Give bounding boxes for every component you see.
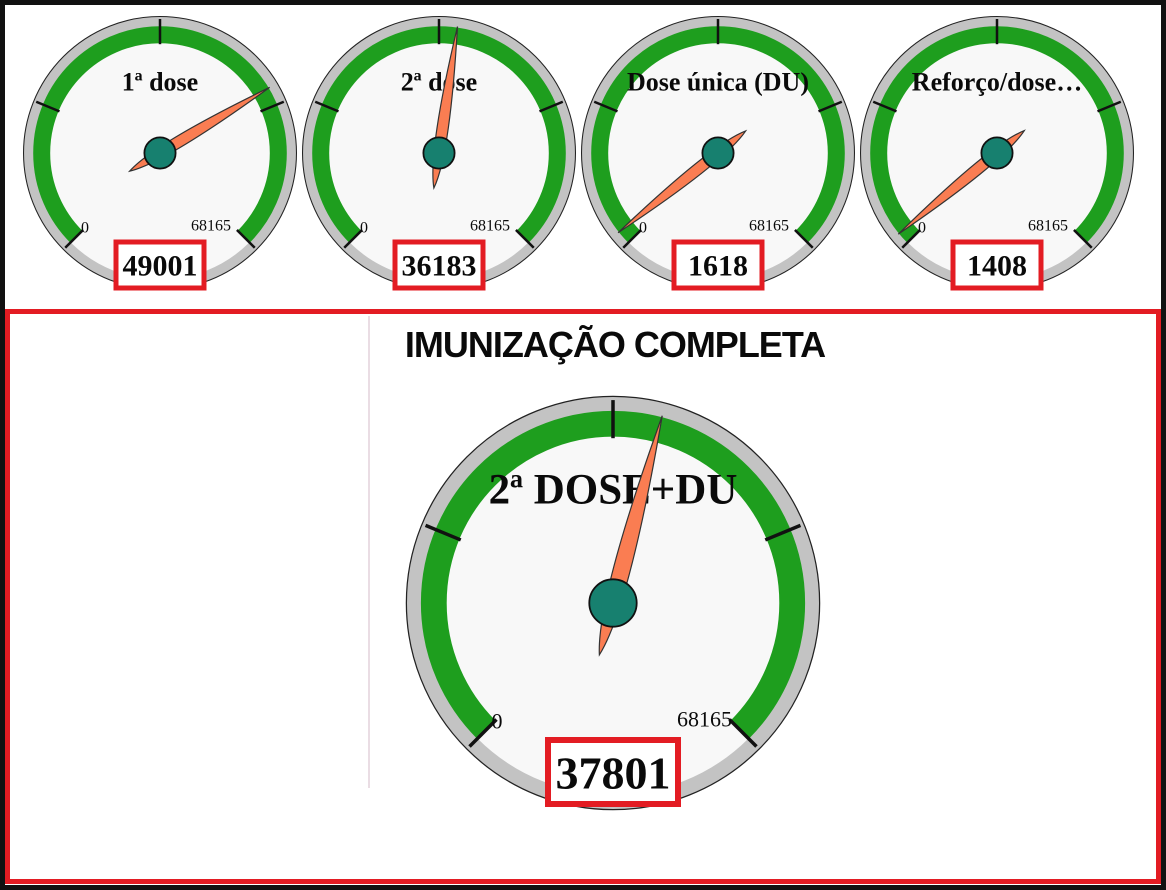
gauge-value: 49001 <box>123 250 198 283</box>
gauge-tick <box>818 100 843 113</box>
gauge-reforco-dose[interactable]: Reforço/dose… 0 68165 1408 <box>857 13 1137 305</box>
gauge-2a-dose[interactable]: 2ª dose 0 68165 36183 <box>299 13 579 305</box>
gauge-min-label: 0 <box>639 220 647 237</box>
gauge-value-box <box>671 239 765 291</box>
gauge-max-label: 68165 <box>191 218 231 235</box>
gauge-tick <box>622 229 642 249</box>
gauge-value-box <box>113 239 207 291</box>
gauge-tick <box>35 100 60 113</box>
gauge-title: 2ª DOSE+DU <box>489 467 738 514</box>
gauge-2a-dose-du[interactable]: 2ª DOSE+DU 0 68165 37801 <box>403 393 823 825</box>
gauge-svg: Dose única (DU) 0 68165 1618 <box>581 16 855 291</box>
gauge-max-label: 68165 <box>749 218 789 235</box>
gauge-value: 37801 <box>556 748 671 799</box>
panel-title: IMUNIZAÇÃO COMPLETA <box>404 324 826 365</box>
gauge-tick <box>424 523 462 542</box>
gauge-tick <box>1097 100 1122 113</box>
gauge-tick <box>764 523 802 542</box>
gauge-1a-dose[interactable]: 1ª dose 0 68165 49001 <box>20 13 300 305</box>
gauge-title: Dose única (DU) <box>627 68 809 97</box>
gauge-hub <box>588 578 638 628</box>
gauge-hub <box>422 136 456 170</box>
gauge-title: 2ª dose <box>401 68 477 97</box>
gauge-value: 36183 <box>402 250 477 283</box>
imunizacao-completa-panel: IMUNIZAÇÃO COMPLETA 2ª DOSE+DU 0 68165 3… <box>5 309 1161 884</box>
gauge-tick <box>468 718 498 748</box>
gauge-svg: 1ª dose 0 68165 49001 <box>23 16 297 291</box>
gauge-hub <box>980 136 1014 170</box>
gauge-tick <box>260 100 285 113</box>
gauge-svg: 2ª DOSE+DU 0 68165 37801 <box>405 395 821 811</box>
gauge-min-label: 0 <box>360 220 368 237</box>
gauge-hub <box>701 136 735 170</box>
gauge-max-label: 68165 <box>1028 218 1068 235</box>
gauge-max-label: 68165 <box>677 707 732 732</box>
gauge-tick <box>314 100 339 113</box>
gauge-value-box <box>545 737 681 807</box>
gauge-title: Reforço/dose… <box>912 68 1082 97</box>
gauge-tick <box>64 229 84 249</box>
gauge-tick <box>728 718 758 748</box>
gauge-hub <box>143 136 177 170</box>
vertical-divider <box>368 316 370 788</box>
gauge-tick <box>1073 229 1093 249</box>
gauge-tick <box>236 229 256 249</box>
gauge-dose-unica-du[interactable]: Dose única (DU) 0 68165 1618 <box>578 13 858 305</box>
gauge-title: 1ª dose <box>122 68 198 97</box>
gauge-tick <box>343 229 363 249</box>
gauge-value: 1408 <box>967 250 1027 283</box>
gauge-min-label: 0 <box>492 709 503 734</box>
gauge-tick <box>872 100 897 113</box>
gauge-tick <box>593 100 618 113</box>
gauge-min-label: 0 <box>81 220 89 237</box>
gauge-value-box <box>950 239 1044 291</box>
gauge-value: 1618 <box>688 250 748 283</box>
gauge-value-box <box>392 239 486 291</box>
gauge-max-label: 68165 <box>470 218 510 235</box>
gauge-tick <box>794 229 814 249</box>
gauge-tick <box>901 229 921 249</box>
gauge-svg: Reforço/dose… 0 68165 1408 <box>860 16 1134 291</box>
gauge-tick <box>539 100 564 113</box>
gauge-tick <box>515 229 535 249</box>
gauge-svg: 2ª dose 0 68165 36183 <box>302 16 576 291</box>
gauge-min-label: 0 <box>918 220 926 237</box>
